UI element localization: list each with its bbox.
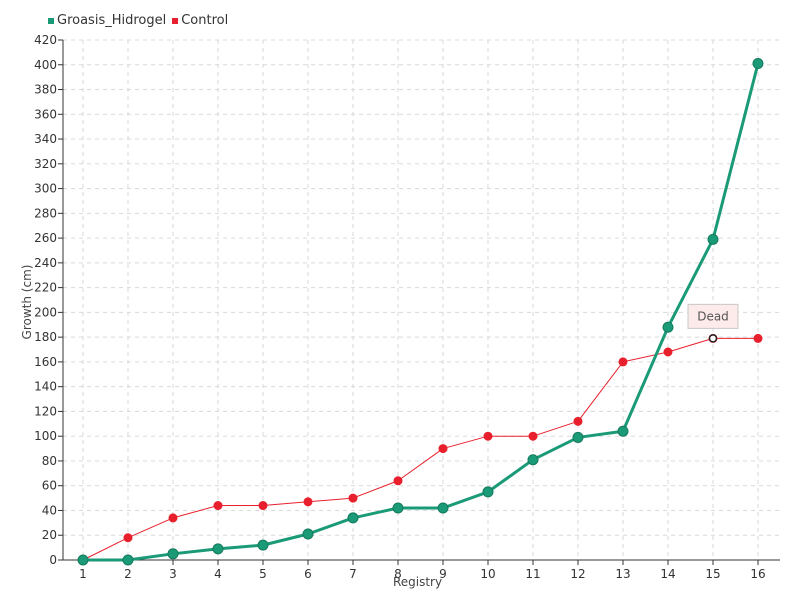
y-tick-label: 80: [42, 454, 57, 468]
x-tick-label: 10: [480, 567, 495, 581]
data-point-control[interactable]: [213, 501, 223, 511]
data-point-control[interactable]: [438, 444, 448, 454]
legend-item-control[interactable]: Control: [172, 13, 228, 28]
y-axis-title: Growth (cm): [20, 265, 34, 340]
data-point-control[interactable]: [348, 493, 358, 503]
x-tick-label: 7: [349, 567, 357, 581]
data-point-groasis[interactable]: [257, 539, 269, 551]
annotated-point[interactable]: [708, 334, 718, 343]
legend-swatch-control: [172, 17, 179, 24]
legend-label-control: Control: [181, 13, 229, 28]
x-tick-label: 1: [79, 567, 87, 581]
x-axis-title: Registry: [393, 575, 442, 589]
annotation-layer: Dead: [687, 303, 739, 343]
x-tick-label: 6: [304, 567, 312, 581]
data-point-control[interactable]: [303, 497, 313, 507]
y-tick-label: 360: [34, 107, 57, 121]
series-line-groasis: [83, 63, 760, 562]
data-point-groasis[interactable]: [752, 58, 764, 70]
data-point-control[interactable]: [573, 416, 583, 426]
x-tick-label: 15: [705, 567, 720, 581]
series-layer: [77, 58, 764, 566]
data-point-groasis[interactable]: [167, 548, 179, 560]
x-tick-label: 9: [439, 567, 447, 581]
y-tick-label: 260: [34, 231, 57, 245]
y-tick-label: 20: [42, 528, 57, 542]
y-tick-label: 0: [49, 553, 57, 567]
axes: 0 20 40 60 80 100 120 140 160 180 200 220 240 260 280 3…: [20, 33, 780, 589]
y-tick-label: 180: [34, 330, 57, 344]
x-tick-label: 13: [615, 567, 630, 581]
data-point-groasis[interactable]: [302, 528, 314, 540]
y-tick-label: 300: [34, 182, 57, 196]
y-tick-label: 380: [34, 83, 57, 97]
y-tick-label: 200: [34, 305, 57, 319]
annotation-box: [687, 303, 739, 329]
data-point-control[interactable]: [393, 476, 403, 486]
data-point-groasis[interactable]: [527, 454, 539, 466]
annotation-label: Dead: [697, 309, 729, 323]
x-tick-label: 3: [169, 567, 177, 581]
y-tick-label: 240: [34, 256, 57, 270]
legend-item-groasis[interactable]: Groasis_Hidrogel: [48, 13, 166, 28]
y-tick-label: 40: [42, 503, 57, 517]
x-tick-label: 5: [259, 567, 267, 581]
y-tick-label: 100: [34, 429, 57, 443]
y-tick-label: 320: [34, 157, 57, 171]
data-point-control[interactable]: [618, 357, 628, 367]
x-tick-label: 12: [570, 567, 585, 581]
x-tick-label: 4: [214, 567, 222, 581]
data-point-control[interactable]: [663, 347, 673, 357]
data-point-control[interactable]: [123, 533, 133, 543]
y-tick-label: 400: [34, 58, 57, 72]
data-point-groasis[interactable]: [482, 486, 494, 498]
y-tick-label: 280: [34, 206, 57, 220]
y-tick-label: 140: [34, 380, 57, 394]
data-point-groasis[interactable]: [572, 431, 584, 443]
data-point-groasis[interactable]: [77, 554, 89, 566]
data-point-groasis[interactable]: [617, 425, 629, 437]
y-tick-label: 120: [34, 404, 57, 418]
series-line-control: [82, 337, 758, 561]
data-point-control[interactable]: [258, 501, 268, 511]
y-tick-label: 220: [34, 281, 57, 295]
data-point-groasis[interactable]: [122, 554, 134, 566]
y-tick-label: 420: [34, 33, 57, 47]
data-point-groasis[interactable]: [392, 502, 404, 514]
x-tick-label: 14: [660, 567, 675, 581]
legend: Groasis_Hidrogel Control: [48, 13, 234, 28]
data-point-control[interactable]: [483, 431, 493, 441]
legend-swatch-groasis: [48, 17, 54, 24]
data-point-control[interactable]: [753, 333, 763, 343]
x-tick-label: 11: [525, 567, 540, 581]
y-tick-label: 60: [42, 479, 57, 493]
data-point-groasis[interactable]: [662, 321, 674, 333]
x-tick-label: 8: [394, 567, 402, 581]
data-point-groasis[interactable]: [212, 543, 224, 555]
grid: [63, 39, 780, 560]
x-tick-label: 16: [750, 567, 765, 581]
data-point-control[interactable]: [168, 513, 178, 523]
y-tick-label: 340: [34, 132, 57, 146]
data-point-groasis[interactable]: [347, 512, 359, 524]
y-tick-label: 160: [34, 355, 57, 369]
data-point-groasis[interactable]: [707, 233, 719, 245]
data-point-control[interactable]: [528, 431, 538, 441]
legend-label-groasis: Groasis_Hidrogel: [57, 13, 167, 28]
x-tick-label: 2: [124, 567, 132, 581]
data-point-groasis[interactable]: [437, 502, 449, 514]
